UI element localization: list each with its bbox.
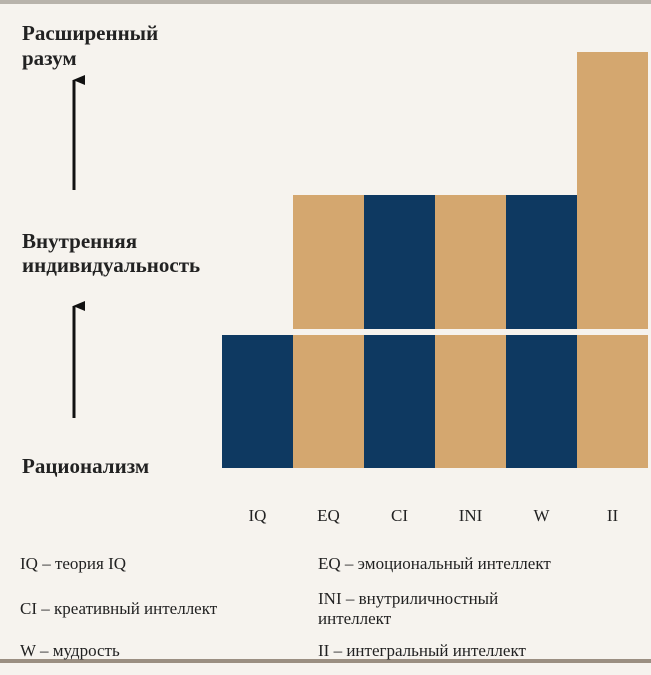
bottom-rule [0,659,651,663]
column-label: CI [391,506,408,525]
column-label: EQ [317,506,340,525]
bar-segment [293,195,364,329]
bar-segment [222,335,293,468]
legend-item: EQ – эмоциональный интеллект [318,554,551,573]
column-label: IQ [249,506,267,525]
bar-segment [435,335,506,468]
legend-item: W – мудрость [20,641,120,660]
bar-segment [577,52,648,329]
level-label: разум [22,46,77,70]
top-rule [0,0,651,4]
column-label: INI [459,506,483,525]
level-label: индивидуальность [22,253,200,277]
bar-segment [293,335,364,468]
level-label: Расширенный [22,21,158,45]
legend-item: INI – внутриличностный [318,589,498,608]
legend-item: IQ – теория IQ [20,554,126,573]
legend-item: интеллект [318,609,392,628]
bar-segment [435,195,506,329]
level-label: Рационализм [22,454,149,478]
bar-segment [506,335,577,468]
bar-segment [506,195,577,329]
legend-item: II – интегральный интеллект [318,641,526,660]
bar-segment [577,335,648,468]
bar-segment [364,335,435,468]
column-label: W [533,506,550,525]
level-label: Внутренняя [22,229,137,253]
bar-segment [364,195,435,329]
column-label: II [607,506,619,525]
legend-item: CI – креативный интеллект [20,599,218,618]
